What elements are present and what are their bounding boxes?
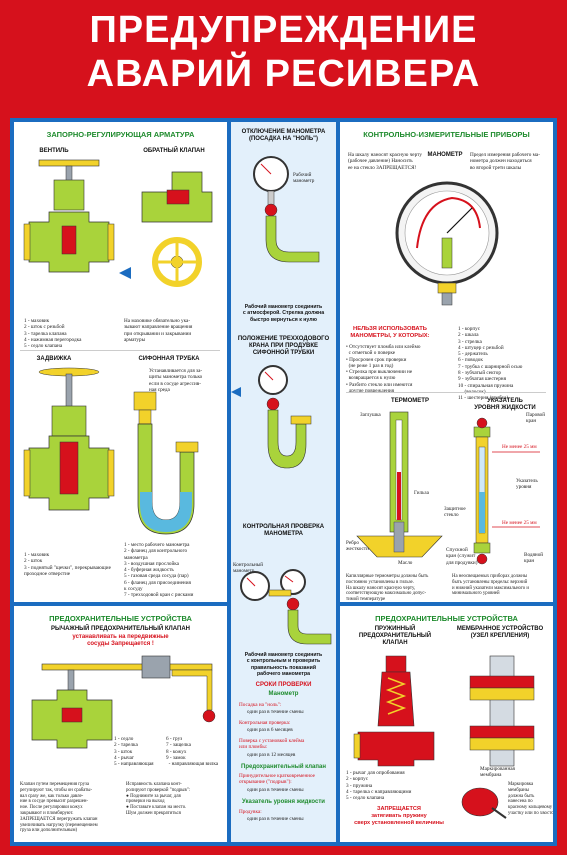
forbid-list: • Отсутствует пломба или клеймо с отметк…	[346, 344, 421, 394]
manometer-check-panel: ОТКЛЮЧЕНИЕ МАНОМЕТРА (ПОСАДКА НА "НОЛЬ")…	[231, 122, 336, 842]
siphon-tube-illustration	[133, 391, 199, 535]
spring-valve-forbid: ЗАПРЕЩАЕТСЯ затягивать пружину сверх уст…	[354, 806, 444, 826]
zero-check-note: Рабочий манометр соединить с атмосферой.…	[242, 304, 325, 323]
forbid-title: НЕЛЬЗЯ ИСПОЛЬЗОВАТЬ МАНОМЕТРЫ, У КОТОРЫХ…	[350, 326, 430, 339]
gate-label: ЗАДВИЖКА	[36, 356, 72, 362]
control-check-note: Рабочий манометр соединить с контрольным…	[244, 652, 323, 677]
term-5-heading: Указатель уровня жидкости	[242, 799, 325, 805]
term-2-value: один раз в 6 месяцев	[247, 727, 293, 733]
gate-legend: 1 - маховик 2 - шток 3 - поднятый "щечки…	[24, 552, 111, 577]
arrow-left-icon	[119, 267, 131, 279]
water-valve-label: Водяной кран	[524, 552, 544, 565]
term-4-value: один раз в течение смены	[247, 787, 304, 793]
lever-valve-check-note: Исправность клапана конт- ролируют прове…	[126, 782, 191, 816]
arrow-left-icon	[231, 387, 241, 397]
thermometer-note: Капиллярные термометры должны быть посто…	[346, 574, 429, 602]
siphon-blow-illustration	[258, 365, 312, 469]
terms-subtitle: Манометр	[268, 691, 299, 697]
term-3-value: один раз в 12 месяцев	[247, 752, 296, 758]
lever-valve-warning: устанавливать на передвижные сосуды Запр…	[72, 634, 169, 647]
min-distance-top: Не менее 25 мм	[502, 444, 537, 450]
title-line-1: ПРЕДУПРЕЖДЕНИЕ	[89, 9, 478, 51]
plug-label: Заглушка	[360, 412, 381, 418]
level-indicator-note: На неосвещаемых приборах должны быть уст…	[452, 574, 529, 597]
instruments-panel: КОНТРОЛЬНО-ИЗМЕРИТЕЛЬНЫЕ ПРИБОРЫ На шкал…	[340, 122, 553, 602]
level-indicator-label: УКАЗАТЕЛЬ УРОВНЯ ЖИДКОСТИ	[474, 398, 536, 411]
three-way-heading: ПОЛОЖЕНИЕ ТРЕХХОДОВОГО КРАНА ПРИ ПРОДУВК…	[237, 336, 330, 356]
level-indicator-illustration	[473, 417, 540, 565]
gate-valve-illustration	[23, 367, 115, 511]
lever-valve-legend-b: 6 - груз 7 - защелка 8 - кожух 9 - замок…	[166, 736, 219, 768]
thermometer-illustration	[356, 411, 443, 558]
membrane-device-illustration	[469, 655, 535, 767]
control-check-heading: КОНТРОЛЬНАЯ ПРОВЕРКА МАНОМЕТРА	[242, 524, 325, 537]
siphon-legend: 1 - место рабочего манометра 2 - фланец …	[124, 542, 194, 599]
divider	[20, 350, 220, 351]
steam-valve-label: Паровой кран	[526, 412, 546, 425]
ventil-label: ВЕНТИЛЬ	[39, 148, 69, 154]
manometer-label: МАНОМЕТР	[427, 152, 463, 158]
membrane-disc-icon	[461, 787, 507, 819]
control-gauge-illustration	[240, 569, 332, 645]
spring-valve-legend: 1 - рычаг для опробования 2 - корпус 3 -…	[346, 770, 412, 802]
content-frame: ЗАПОРНО-РЕГУЛИРУЮЩАЯ АРМАТУРА ВЕНТИЛЬ ОБ…	[10, 118, 557, 846]
title-line-2: АВАРИЙ РЕСИВЕРА	[86, 53, 481, 95]
lever-valve-illustration	[31, 655, 216, 749]
protective-glass-label: Защитное стекло	[444, 506, 466, 519]
check-valve-note: На маховике обязательно ука- зывают напр…	[124, 318, 193, 343]
manometer-parts-list: 1 - корпус 2 - шкала 3 - стрелка 4 - шту…	[458, 326, 523, 402]
spring-valve-illustration	[353, 655, 435, 767]
membrane-marking-note: Маркировка мембраны должна быть нанесена…	[508, 782, 553, 816]
terms-title: СРОКИ ПРОВЕРКИ	[255, 682, 312, 688]
lever-valve-legend-a: 1 - седло 2 - тарелка 3 - шток 4 - рычаг…	[114, 736, 154, 768]
page-title: ПРЕДУПРЕЖДЕНИЕ АВАРИЙ РЕСИВЕРА	[0, 8, 567, 96]
lever-valve-note: Клапан путем перемещения груза регулирую…	[20, 782, 98, 834]
term-3-title: Поверка с установкой клейма или пломбы:	[239, 738, 305, 751]
manometer-cutaway-illustration	[395, 181, 499, 306]
drain-valve-label: Спускной кран (служит для продувки)	[446, 547, 478, 566]
term-4-heading: Предохранительный клапан	[241, 764, 326, 770]
working-gauge-label: Рабочий манометр	[293, 172, 315, 185]
safety-right-heading: ПРЕДОХРАНИТЕЛЬНЫЕ УСТРОЙСТВА	[375, 614, 518, 623]
check-valve-illustration	[141, 171, 213, 287]
spring-valve-title: ПРУЖИННЫЙ ПРЕДОХРАНИТЕЛЬНЫЙ КЛАПАН	[358, 626, 432, 646]
shield-label: Гильза	[414, 490, 429, 496]
min-distance-bottom: Не менее 25 мм	[502, 520, 537, 526]
oil-label: Масло	[398, 560, 413, 566]
term-1-value: один раз в течение смены	[247, 709, 304, 715]
siphon-label: СИФОННАЯ ТРУБКА	[138, 356, 200, 362]
lever-valve-subtitle: РЫЧАЖНЫЙ ПРЕДОХРАНИТЕЛЬНЫЙ КЛАПАН	[51, 626, 190, 632]
term-2-title: Контрольная проверка:	[239, 720, 291, 726]
ventil-illustration	[23, 159, 115, 273]
level-pointer-label: Указатель уровня	[516, 478, 538, 491]
safety-spring-panel: ПРЕДОХРАНИТЕЛЬНЫЕ УСТРОЙСТВА ПРУЖИННЫЙ П…	[340, 606, 553, 842]
safety-lever-panel: ПРЕДОХРАНИТЕЛЬНЫЕ УСТРОЙСТВА РЫЧАЖНЫЙ ПР…	[14, 606, 227, 842]
ventil-legend: 1 - маховик 2 - шток с резьбой 3 - тарел…	[24, 318, 82, 350]
check-valve-label: ОБРАТНЫЙ КЛАПАН	[143, 148, 205, 154]
manometer-left-note: На шкалу наносят красную черту (рабочее …	[348, 152, 422, 171]
armature-heading: ЗАПОРНО-РЕГУЛИРУЮЩАЯ АРМАТУРА	[46, 130, 195, 139]
armature-panel: ЗАПОРНО-РЕГУЛИРУЮЩАЯ АРМАТУРА ВЕНТИЛЬ ОБ…	[14, 122, 227, 602]
instruments-heading: КОНТРОЛЬНО-ИЗМЕРИТЕЛЬНЫЕ ПРИБОРЫ	[363, 130, 530, 139]
term-1-title: Посадка на "ноль":	[239, 702, 282, 708]
zero-check-heading: ОТКЛЮЧЕНИЕ МАНОМЕТРА (ПОСАДКА НА "НОЛЬ")	[241, 129, 326, 142]
membrane-title: МЕМБРАННОЕ УСТРОЙСТВО (УЗЕЛ КРЕПЛЕНИЯ)	[456, 626, 544, 639]
control-gauge-label: Контрольный манометр	[233, 562, 264, 575]
divider	[346, 392, 546, 393]
membrane-label: Маркированная мембрана	[480, 766, 515, 779]
term-5-value: один раз в течение смены	[247, 816, 304, 822]
rib-label: Ребро жесткости	[346, 540, 369, 553]
siphon-note: Устанавливается для за- щиты манометра т…	[149, 368, 203, 393]
safety-left-heading: ПРЕДОХРАНИТЕЛЬНЫЕ УСТРОЙСТВА	[49, 614, 192, 623]
manometer-right-note: Предел измерения рабочего ма- нометра до…	[470, 152, 540, 171]
gauge-icon	[253, 156, 320, 263]
term-5-title: Продувка:	[239, 809, 262, 815]
thermometer-label: ТЕРМОМЕТР	[391, 398, 429, 404]
term-4-title: Принудительное кратковременное открывани…	[239, 773, 315, 786]
